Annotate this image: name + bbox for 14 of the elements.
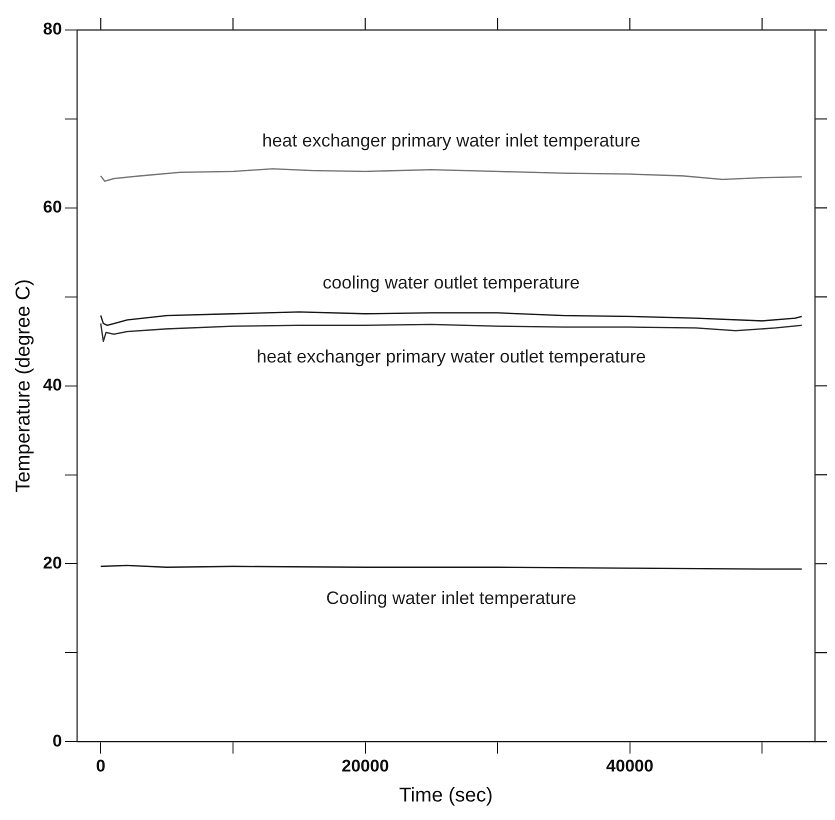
series-label: heat exchanger primary water inlet temperature — [262, 130, 640, 150]
series-label: heat exchanger primary water outlet temperature — [256, 346, 646, 366]
x-tick-label: 40000 — [606, 756, 654, 776]
x-tick-label: 0 — [96, 756, 106, 776]
x-axis-title: Time (sec) — [399, 784, 493, 807]
y-tick-label: 20 — [42, 553, 62, 572]
y-axis-title: Temperature (degree C) — [12, 279, 35, 493]
y-tick-label: 80 — [42, 20, 62, 39]
x-tick-label: 20000 — [342, 756, 389, 776]
y-tick-label: 40 — [42, 375, 62, 394]
y-tick-label: 60 — [42, 198, 62, 217]
series-label: Cooling water inlet temperature — [326, 588, 576, 608]
y-tick-label: 0 — [52, 731, 62, 750]
series-label: cooling water outlet temperature — [322, 272, 580, 293]
